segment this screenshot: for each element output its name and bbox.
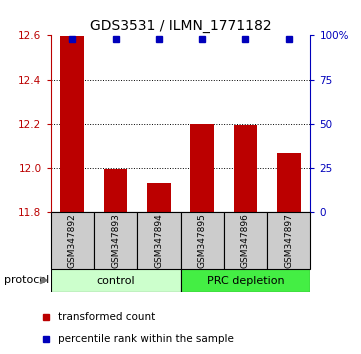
Bar xyxy=(51,269,180,292)
Text: GSM347897: GSM347897 xyxy=(284,213,293,268)
Bar xyxy=(277,153,301,212)
Text: GSM347892: GSM347892 xyxy=(68,213,77,268)
Text: PRC depletion: PRC depletion xyxy=(206,275,284,286)
Text: GSM347893: GSM347893 xyxy=(111,213,120,268)
Bar xyxy=(234,125,257,212)
Bar xyxy=(94,212,137,269)
Bar xyxy=(180,269,310,292)
Bar xyxy=(147,183,171,212)
Text: GDS3531 / ILMN_1771182: GDS3531 / ILMN_1771182 xyxy=(90,19,271,34)
Text: percentile rank within the sample: percentile rank within the sample xyxy=(58,334,234,344)
Text: GSM347895: GSM347895 xyxy=(198,213,206,268)
Text: control: control xyxy=(96,275,135,286)
Bar xyxy=(267,212,310,269)
Text: GSM347894: GSM347894 xyxy=(155,213,163,268)
Bar xyxy=(104,169,127,212)
Text: GSM347896: GSM347896 xyxy=(241,213,250,268)
Text: protocol: protocol xyxy=(4,275,49,285)
Bar xyxy=(224,212,267,269)
Bar xyxy=(137,212,180,269)
Text: transformed count: transformed count xyxy=(58,312,156,322)
Bar xyxy=(60,36,84,212)
Bar xyxy=(190,124,214,212)
Bar xyxy=(180,212,224,269)
Bar xyxy=(51,212,94,269)
